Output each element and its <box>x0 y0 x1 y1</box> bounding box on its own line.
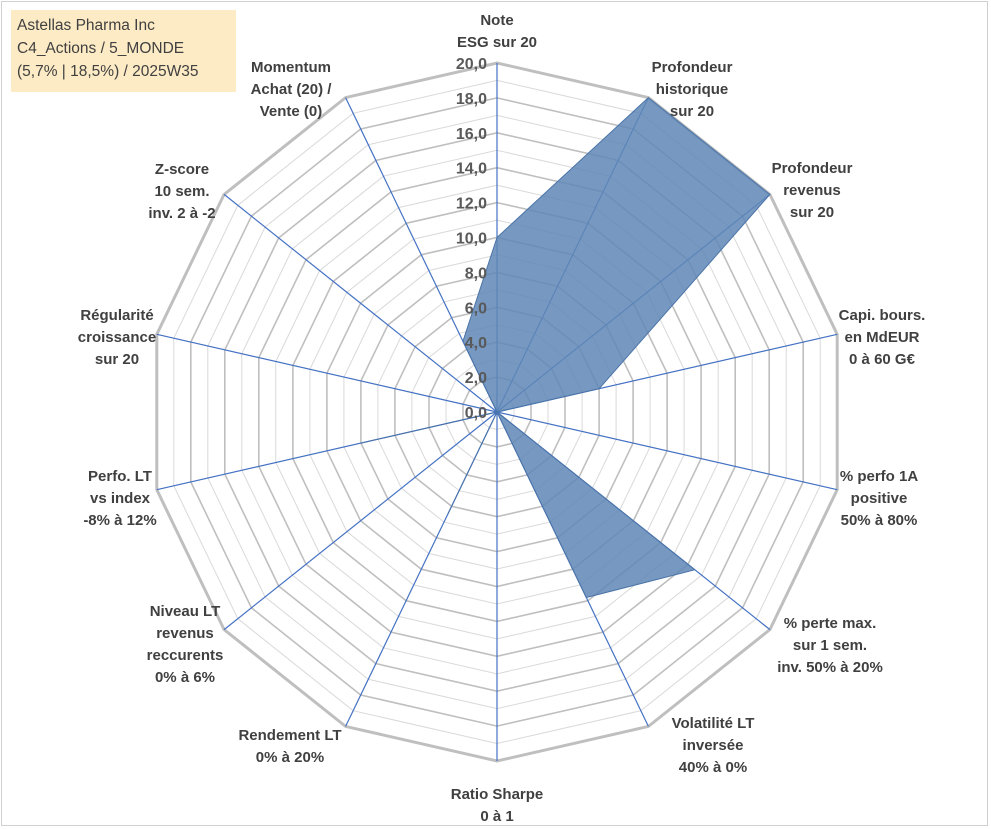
axis-label-5: % perte max. sur 1 sem. inv. 50% à 20% <box>777 615 883 676</box>
axis-label-11: Régularité croissance sur 20 <box>78 307 156 368</box>
axis-label-10: Perfo. LT vs index -8% à 12% <box>83 468 156 529</box>
radar-tick-labels: 0,0 2,0 4,0 6,0 8,0 10,0 12,0 14,0 16,0 18,0 20,0 <box>456 56 487 422</box>
info-box: Astellas Pharma Inc C4_Actions / 5_MONDE… <box>11 10 236 92</box>
axis-spoke-4 <box>496 411 838 491</box>
tick-label-7: 14,0 <box>456 161 487 178</box>
axis-label-7: Ratio Sharpe 0 à 1 <box>451 786 544 825</box>
axis-label-2: Profondeur revenus sur 20 <box>772 160 853 221</box>
axis-label-1: Profondeur historique sur 20 <box>652 59 733 120</box>
tick-label-8: 16,0 <box>456 126 487 143</box>
tick-label-0: 0,0 <box>465 405 487 422</box>
axis-spoke-12 <box>223 193 498 413</box>
axis-label-8: Rendement LT 0% à 20% <box>238 727 341 766</box>
tick-label-10: 20,0 <box>456 56 487 73</box>
radar-axis-labels: Note ESG sur 20 Profondeur historique sur 20… <box>78 12 926 825</box>
tick-label-5: 10,0 <box>456 231 487 248</box>
axis-label-6: Volatilité LT inversée 40% à 0% <box>672 715 755 776</box>
tick-label-1: 2,0 <box>465 370 487 387</box>
axis-label-3: Capi. bours. en MdEUR 0 à 60 G€ <box>839 307 926 368</box>
tick-label-3: 6,0 <box>465 300 487 317</box>
company-name: Astellas Pharma Inc <box>17 17 155 34</box>
data-area <box>360 96 771 599</box>
axis-label-0: Note ESG sur 20 <box>457 12 537 51</box>
tick-label-2: 4,0 <box>465 335 487 352</box>
axis-label-12: Z-score 10 sem. inv. 2 à -2 <box>148 161 215 222</box>
radar-series <box>360 96 771 599</box>
tick-label-9: 18,0 <box>456 91 487 108</box>
tick-label-4: 8,0 <box>465 265 487 282</box>
period-label: (5,7% | 18,5%) / 2025W35 <box>17 63 199 80</box>
axis-spoke-11 <box>156 333 498 413</box>
axis-spoke-9 <box>223 411 498 631</box>
axis-label-9: Niveau LT revenus reccurents 0% à 6% <box>147 603 224 686</box>
tick-label-6: 12,0 <box>456 196 487 213</box>
axis-label-13: Momentum Achat (20) / Vente (0) <box>251 59 333 120</box>
category-label: C4_Actions / 5_MONDE <box>17 40 185 57</box>
axis-label-4: % perfo 1A positive 50% à 80% <box>840 468 919 529</box>
